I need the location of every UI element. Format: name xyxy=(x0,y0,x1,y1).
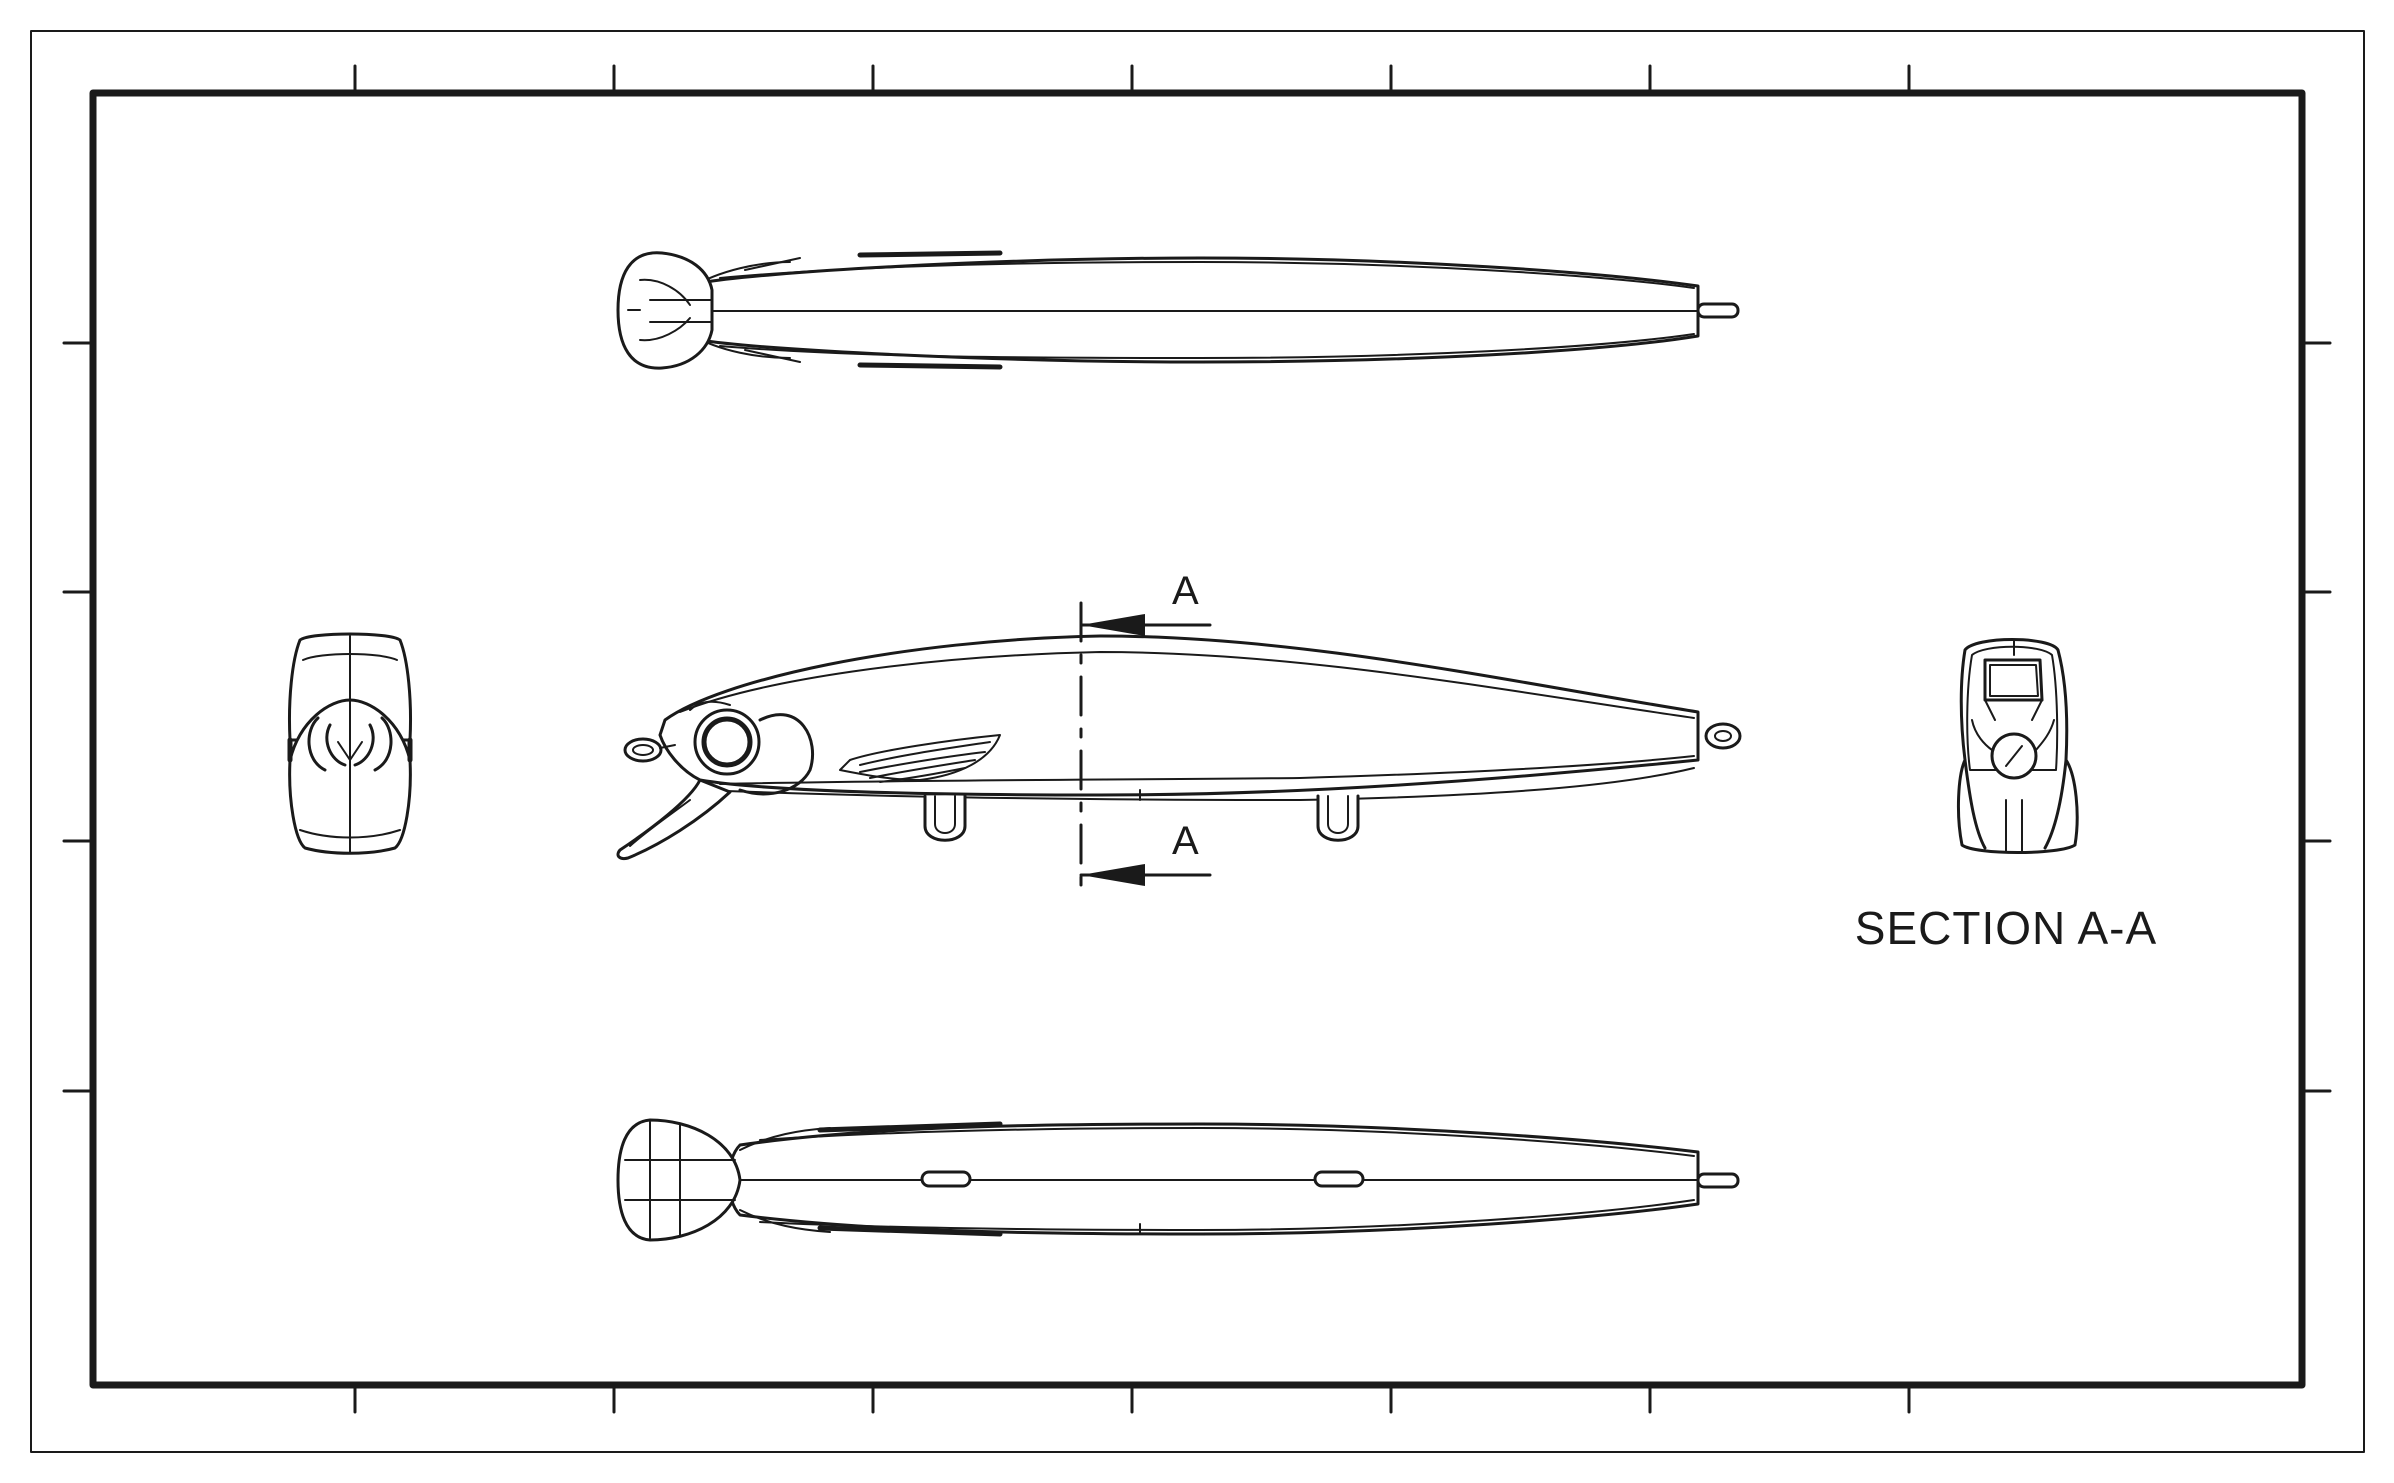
zone-ticks xyxy=(62,64,2332,1414)
lure-front-view xyxy=(287,632,413,855)
section-label-top: A xyxy=(1172,569,1199,613)
section-cut-line xyxy=(1079,601,1212,897)
section-a-a-view xyxy=(1956,638,2079,854)
lure-side-view xyxy=(616,634,1742,860)
outer-sheet-border xyxy=(30,30,2365,1453)
section-view-title: SECTION A-A xyxy=(1855,902,2157,954)
lure-top-view xyxy=(616,250,1740,370)
lure-bottom-view xyxy=(616,1118,1740,1242)
section-label-bottom: A xyxy=(1172,819,1199,863)
inner-drawing-frame xyxy=(89,89,2306,1389)
